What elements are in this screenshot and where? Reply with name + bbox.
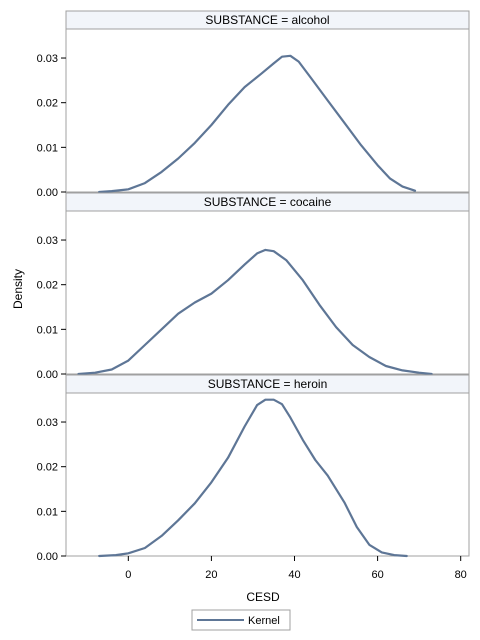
x-tick-label: 60 bbox=[371, 569, 383, 581]
x-tick-label: 20 bbox=[205, 569, 217, 581]
panel-frame bbox=[65, 392, 470, 557]
y-tick-label: 0.00 bbox=[37, 369, 58, 381]
y-tick-label: 0.02 bbox=[37, 280, 58, 292]
panel-0: SUBSTANCE = alcohol 0.00 0.01 0.02 0.03 bbox=[37, 10, 470, 199]
y-tick-label: 0.03 bbox=[37, 53, 58, 65]
y-tick-label: 0.00 bbox=[37, 551, 58, 563]
y-axis-title: Density bbox=[11, 269, 25, 309]
kernel-density-line bbox=[98, 398, 408, 558]
legend-label-kernel: Kernel bbox=[248, 615, 280, 627]
panel-title: SUBSTANCE = alcohol bbox=[205, 13, 329, 27]
kernel-density-line bbox=[98, 54, 417, 194]
kernel-density-line bbox=[77, 248, 433, 376]
panel-title: SUBSTANCE = heroin bbox=[208, 377, 328, 391]
x-axis-title: CESD bbox=[246, 590, 280, 604]
y-tick-label: 0.02 bbox=[37, 98, 58, 110]
panels-group: SUBSTANCE = alcohol0.000.010.020.03SUBST… bbox=[37, 10, 470, 563]
y-tick-label: 0.02 bbox=[37, 462, 58, 474]
y-tick-label: 0.03 bbox=[37, 417, 58, 429]
panel-1: SUBSTANCE = cocaine 0.00 0.01 0.02 0.03 bbox=[37, 192, 470, 381]
y-tick-label: 0.01 bbox=[37, 142, 58, 154]
x-tick-label: 40 bbox=[288, 569, 300, 581]
x-axis: 0 20 40 60 80 bbox=[125, 556, 467, 581]
panel-title: SUBSTANCE = cocaine bbox=[204, 195, 332, 209]
panel-2: SUBSTANCE = heroin 0.00 0.01 0.02 0.03 bbox=[37, 374, 470, 563]
panel-frame bbox=[65, 28, 470, 193]
panel-frame bbox=[65, 210, 470, 375]
x-tick-label: 80 bbox=[455, 569, 467, 581]
y-tick-label: 0.00 bbox=[37, 187, 58, 199]
legend: Kernel bbox=[191, 609, 291, 631]
x-tick-label: 0 bbox=[125, 569, 131, 581]
y-tick-label: 0.03 bbox=[37, 235, 58, 247]
y-tick-label: 0.01 bbox=[37, 506, 58, 518]
y-tick-label: 0.01 bbox=[37, 324, 58, 336]
